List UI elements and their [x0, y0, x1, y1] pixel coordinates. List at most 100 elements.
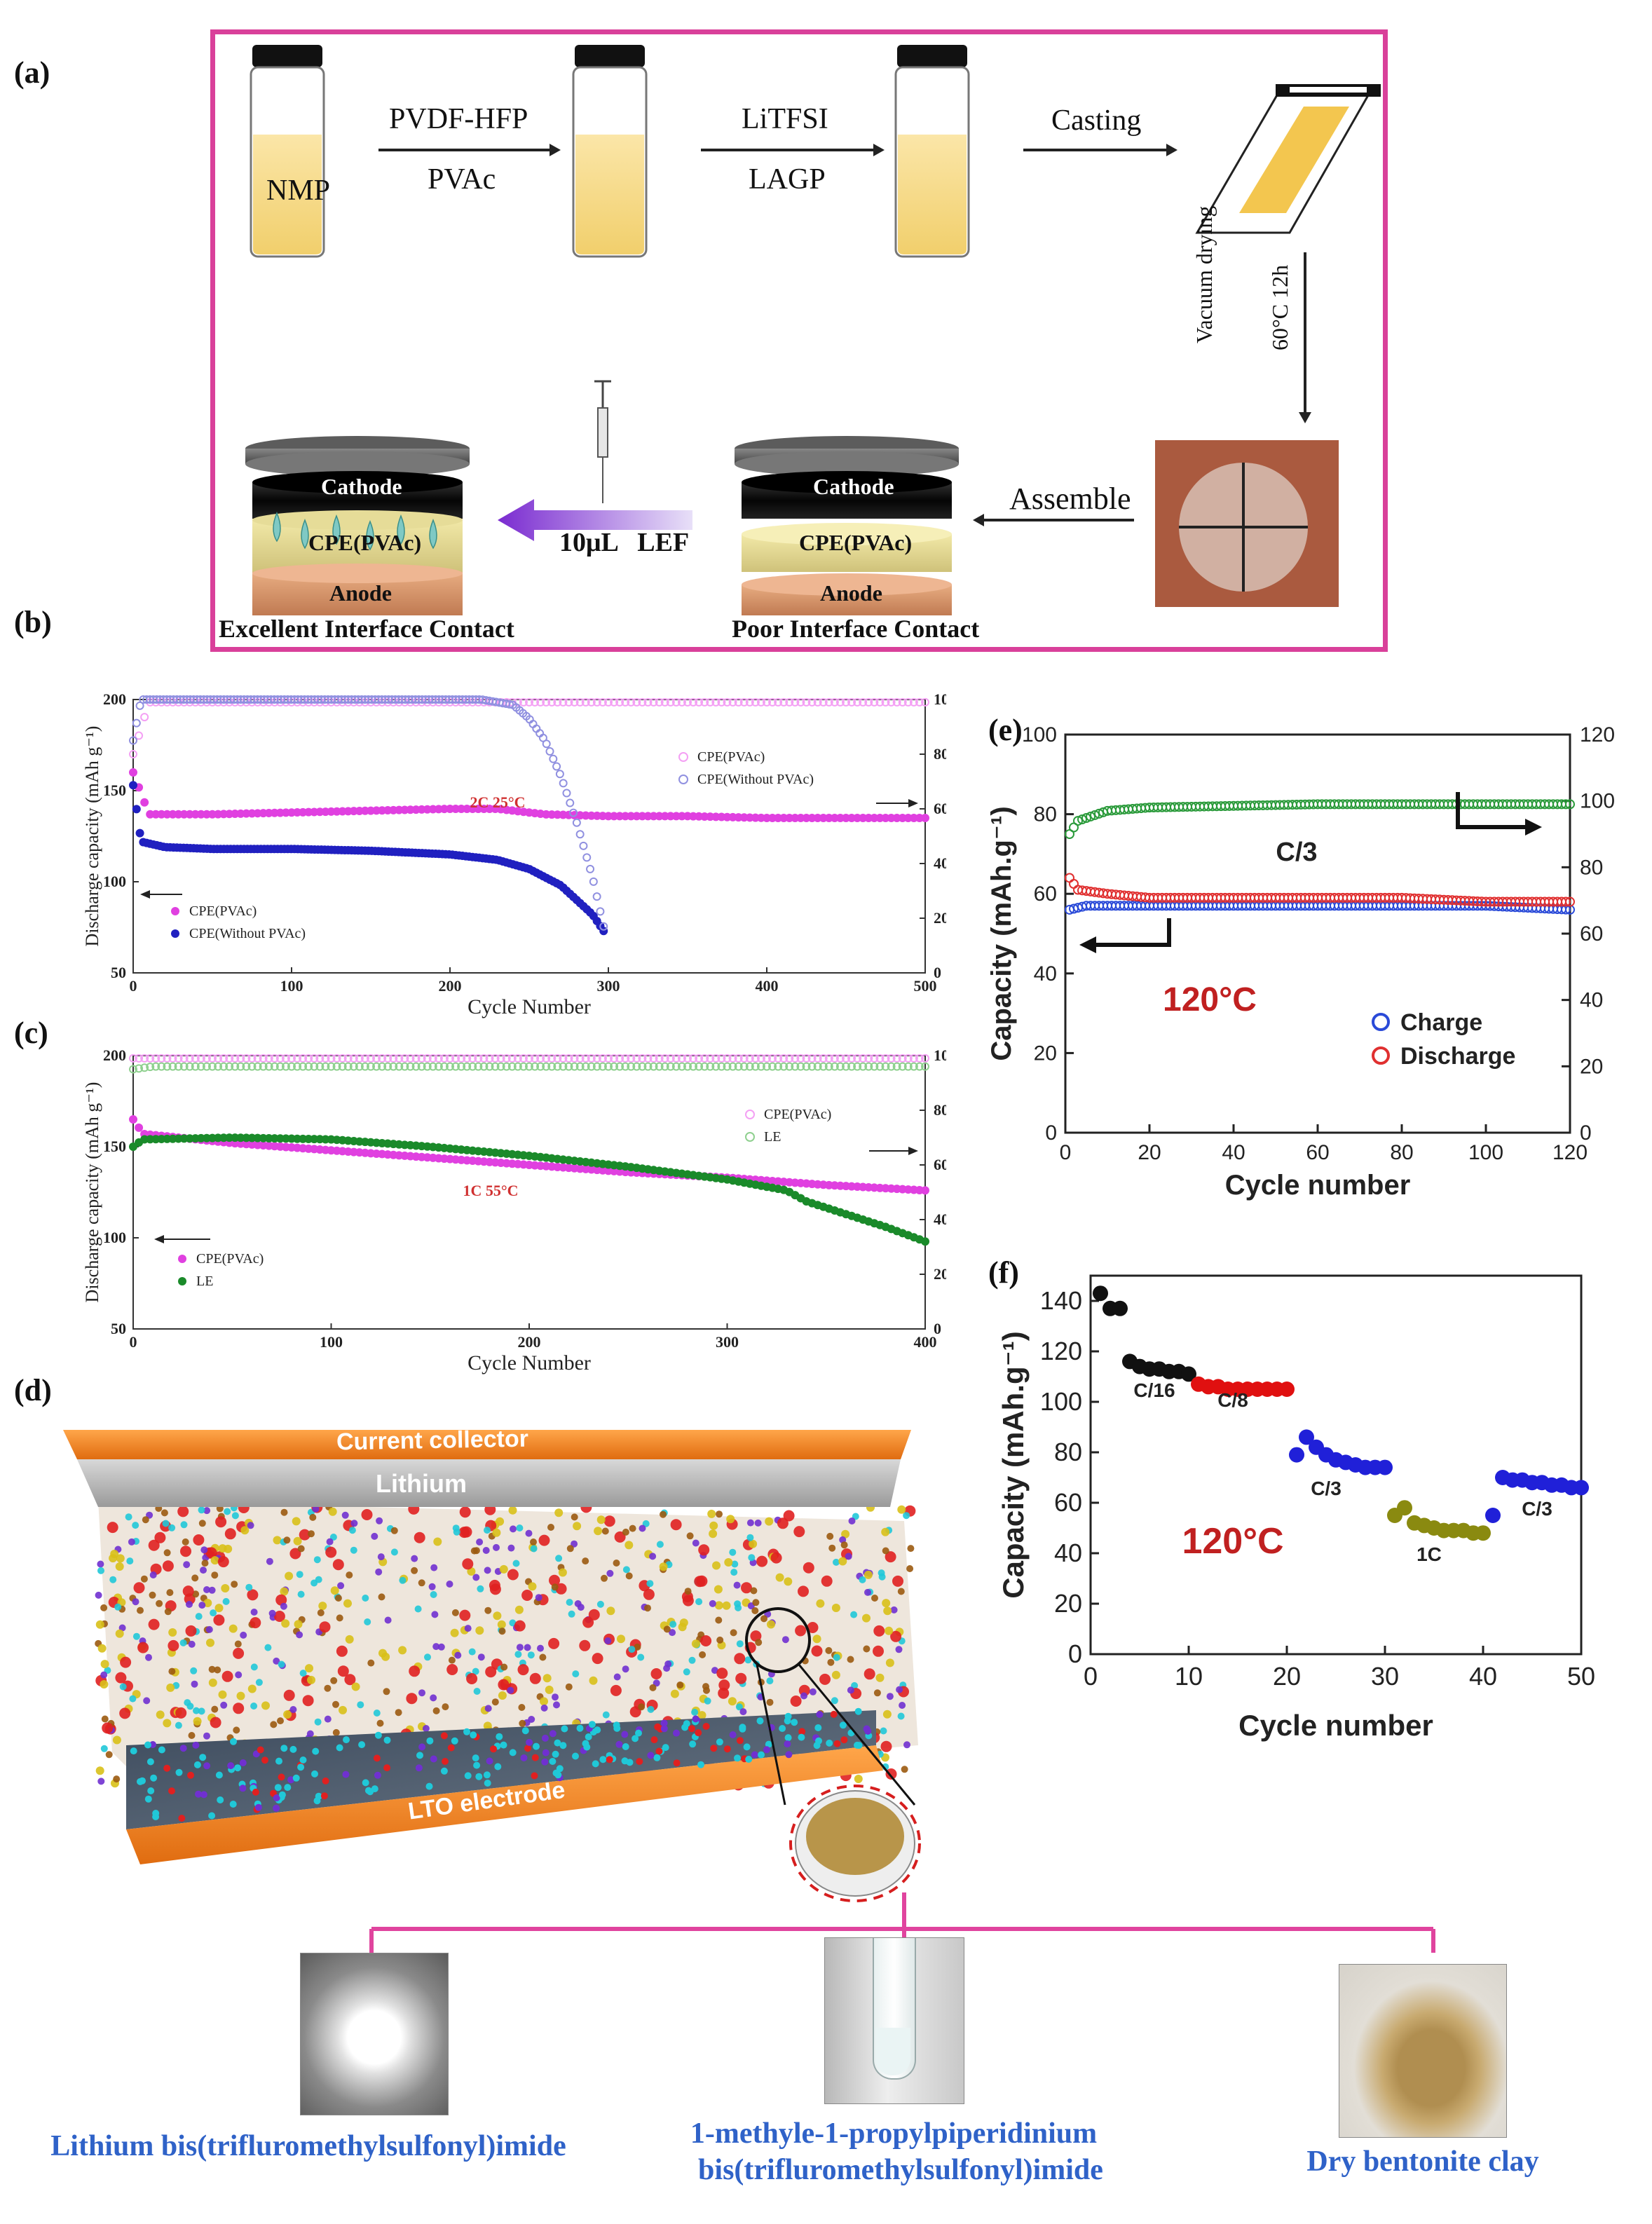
atom [531, 1772, 538, 1780]
atom [594, 1726, 601, 1734]
atom [284, 1784, 292, 1792]
atom [100, 1604, 108, 1611]
atom [175, 1721, 182, 1729]
x-tick-label: 20 [1138, 1141, 1161, 1164]
atom [695, 1598, 703, 1606]
atom [186, 1703, 194, 1710]
data-point [378, 1053, 387, 1063]
series-4 [1387, 1500, 1491, 1541]
atom [205, 1625, 213, 1633]
atom [240, 1631, 247, 1639]
data-point [146, 1063, 155, 1072]
atom [509, 1619, 517, 1627]
atom [566, 1599, 573, 1606]
atom [684, 1588, 692, 1595]
atom [897, 1505, 906, 1514]
left-axis-arrow [1093, 918, 1171, 947]
atom [183, 1561, 191, 1569]
atom [101, 1715, 109, 1723]
atom [310, 1579, 318, 1587]
data-point [660, 1053, 669, 1063]
atom [558, 1568, 567, 1577]
atom [766, 1677, 774, 1685]
data-point [864, 697, 873, 707]
data-point [1565, 896, 1575, 907]
atom [613, 1724, 621, 1732]
atom [712, 1561, 721, 1570]
atom [199, 1754, 207, 1761]
data-point [129, 781, 137, 790]
data-point [570, 1053, 579, 1063]
atom [681, 1724, 689, 1731]
chart-c: 0 100 200 300 400 50 100 150 200 0 20 40 60 80 100 Cycl… [82, 1049, 946, 1374]
data-point [129, 1065, 137, 1074]
atom [150, 1774, 158, 1782]
data-point [253, 1053, 262, 1063]
data-point [264, 1062, 273, 1071]
atom [828, 1544, 836, 1552]
data-point [132, 718, 141, 728]
atom [100, 1671, 108, 1679]
data-point [304, 1062, 313, 1071]
atom [120, 1656, 132, 1668]
atom [158, 1746, 165, 1754]
atom [854, 1707, 862, 1715]
atom [568, 1610, 575, 1618]
data-point [196, 1053, 205, 1063]
x-tick-label: 100 [1468, 1141, 1503, 1164]
x-tick-label: 50 [1567, 1662, 1595, 1691]
legend-marker [171, 907, 179, 915]
data-point [853, 1062, 862, 1071]
atom [307, 1675, 315, 1684]
atom [191, 1680, 198, 1688]
atom [897, 1588, 905, 1595]
atom [302, 1695, 314, 1707]
data-point [479, 1062, 489, 1071]
data-point [875, 1062, 885, 1071]
atom [406, 1693, 418, 1705]
atom [337, 1665, 349, 1677]
data-point [643, 1062, 653, 1071]
atom [833, 1653, 840, 1661]
data-point [898, 697, 907, 707]
atom [660, 1510, 667, 1518]
data-point [1181, 1366, 1196, 1382]
atom [311, 1770, 318, 1778]
atom [227, 1762, 235, 1770]
atom [208, 1586, 216, 1594]
series-1 [129, 1133, 929, 1246]
atom [186, 1601, 193, 1608]
data-point [756, 697, 765, 707]
atom [873, 1645, 884, 1657]
atom [547, 1524, 554, 1531]
data-point [332, 1062, 341, 1071]
data-point [231, 1062, 240, 1071]
atom [273, 1657, 280, 1665]
atom [880, 1727, 887, 1735]
data-point [627, 1062, 636, 1071]
atom [200, 1546, 208, 1554]
data-point [892, 697, 901, 707]
data-point [723, 1053, 732, 1063]
atom [470, 1731, 477, 1739]
x-tick-label: 500 [914, 977, 937, 995]
step3-label: Casting [1051, 104, 1142, 137]
atom [638, 1703, 646, 1711]
y2-tick-label: 0 [934, 964, 941, 981]
data-point [734, 697, 743, 707]
atom [517, 1664, 529, 1676]
atom [588, 1609, 600, 1621]
drying-left-label: Vacuum drying [1192, 205, 1217, 343]
atom [292, 1517, 301, 1526]
atom [885, 1626, 894, 1635]
data-point [671, 1062, 681, 1071]
atom [285, 1571, 294, 1581]
data-point [589, 877, 598, 886]
data-point [627, 1053, 636, 1063]
data-point [525, 1053, 533, 1063]
atom [418, 1743, 426, 1751]
atom [110, 1550, 119, 1558]
data-point [1289, 1447, 1304, 1463]
atom [739, 1725, 746, 1733]
data-point [1377, 1459, 1393, 1475]
